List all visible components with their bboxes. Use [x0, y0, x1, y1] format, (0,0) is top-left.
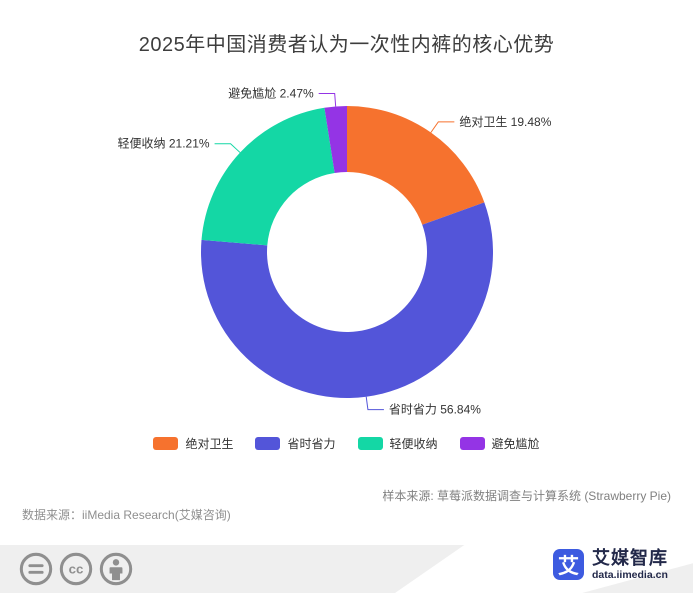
attribution-person-icon[interactable]	[98, 551, 134, 587]
svg-text:cc: cc	[69, 562, 84, 577]
pie-slice-1[interactable]	[201, 202, 494, 399]
brand-mark-icon: 艾	[553, 549, 584, 580]
legend-item-1[interactable]: 省时省力	[255, 435, 336, 452]
slice-label-3: 避免尴尬 2.47%	[228, 85, 314, 100]
license-icons: cc	[18, 551, 134, 587]
legend-swatch-icon	[255, 437, 281, 450]
brand-name: 艾媒智库	[592, 548, 668, 568]
legend-label: 省时省力	[287, 437, 336, 451]
brand-domain: data.iimedia.cn	[592, 569, 668, 581]
slice-label-0: 绝对卫生 19.48%	[459, 114, 551, 129]
label-leader-line-1	[365, 396, 384, 411]
legend-swatch-icon	[153, 437, 179, 450]
equals-icon[interactable]	[18, 551, 54, 587]
legend-item-2[interactable]: 轻便收纳	[357, 435, 438, 452]
footer-band: cc 艾 艾媒智库 data.iimedia.cn	[0, 545, 693, 593]
slice-label-2: 轻便收纳 21.21%	[118, 137, 210, 151]
label-leader-line-2	[214, 143, 241, 153]
legend-label: 绝对卫生	[185, 437, 234, 451]
legend-item-3[interactable]: 避免尴尬	[459, 435, 540, 452]
legend-swatch-icon	[357, 437, 383, 450]
cc-icon[interactable]: cc	[58, 551, 94, 587]
legend-swatch-icon	[459, 437, 485, 450]
label-leader-line-0	[430, 121, 455, 133]
brand-logo: 艾 艾媒智库 data.iimedia.cn	[553, 549, 668, 581]
data-source-note: 数据来源：iiMedia Research(艾媒咨询)	[22, 508, 231, 522]
donut-chart: 绝对卫生 19.48% 省时省力 56.84% 轻便收纳 21.21% 避免尴尬 2.…	[118, 85, 552, 417]
pie-slice-2[interactable]	[201, 107, 335, 246]
chart-title: 2025年中国消费者认为一次性内裤的核心优势	[138, 34, 555, 56]
legend-item-0[interactable]: 绝对卫生	[153, 435, 233, 452]
label-leader-line-3	[318, 92, 337, 107]
legend-label: 轻便收纳	[389, 437, 438, 451]
pie-slice-0[interactable]	[347, 106, 485, 225]
slice-label-1: 省时省力 56.84%	[389, 403, 481, 417]
legend-label: 避免尴尬	[491, 437, 540, 451]
chart-legend: 绝对卫生 省时省力 轻便收纳 避免尴尬	[0, 435, 693, 452]
sample-source-note: 样本来源: 草莓派数据调查与计算系统 (Strawberry Pie)	[382, 489, 671, 503]
pie-slice-3[interactable]	[324, 106, 347, 173]
